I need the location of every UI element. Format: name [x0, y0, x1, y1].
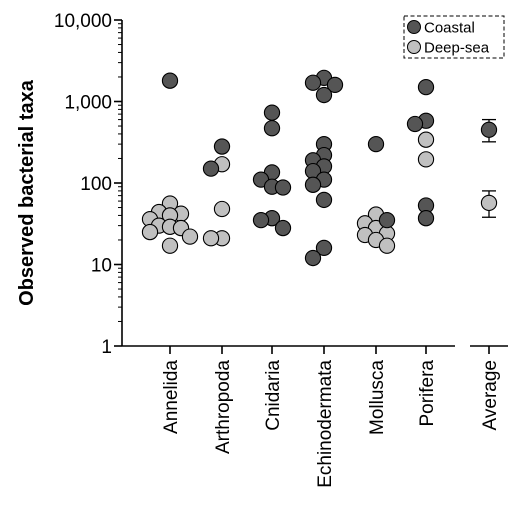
category-label: Annelida	[161, 360, 182, 434]
legend-label-coastal: Coastal	[424, 20, 475, 37]
data-point-deep-sea	[161, 237, 179, 254]
data-point-coastal	[367, 135, 385, 153]
data-point-deep-sea	[202, 230, 220, 247]
data-point-coastal	[417, 78, 435, 96]
legend-label-deep-sea: Deep-sea	[424, 40, 490, 57]
data-point-coastal	[406, 115, 424, 133]
category-label: Arthropoda	[213, 360, 234, 454]
data-points	[141, 69, 435, 267]
average-point-deep-sea	[480, 194, 498, 212]
category-label: Porifera	[417, 360, 438, 427]
y-axis-label: Observed bacterial taxa	[16, 79, 38, 306]
average-point-coastal	[480, 121, 498, 138]
data-point-coastal	[161, 72, 179, 89]
data-point-coastal	[263, 104, 281, 121]
data-point-coastal	[315, 239, 333, 257]
axes: 1 10 100 1,000 10,000 Observed bacterial taxa…	[16, 11, 508, 488]
data-point-coastal	[304, 249, 322, 267]
data-point-deep-sea	[417, 151, 435, 168]
data-point-coastal	[378, 212, 396, 229]
legend-marker-deep-sea	[407, 40, 421, 54]
y-tick-label: 1	[101, 337, 112, 358]
y-tick-label: 10	[91, 256, 112, 277]
data-point-coastal	[263, 120, 281, 137]
data-point-deep-sea	[378, 237, 396, 254]
data-point-coastal	[274, 219, 292, 237]
data-point-deep-sea	[213, 200, 231, 218]
data-point-coastal	[213, 138, 231, 155]
data-point-coastal	[304, 176, 322, 193]
category-label: Echinodermata	[315, 360, 336, 488]
data-point-coastal	[274, 179, 292, 196]
average-markers	[480, 118, 498, 218]
y-tick-label: 1,000	[64, 93, 112, 114]
data-point-deep-sea	[141, 223, 159, 241]
data-point-coastal	[315, 86, 333, 104]
category-label: Mollusca	[367, 360, 388, 435]
y-tick-label: 10,000	[54, 11, 112, 32]
data-point-coastal	[315, 191, 333, 209]
data-point-coastal	[202, 160, 220, 177]
legend-marker-coastal	[407, 20, 421, 34]
data-point-coastal	[252, 212, 270, 229]
data-point-coastal	[417, 210, 435, 227]
data-point-deep-sea	[181, 228, 199, 245]
average-label: Average	[480, 360, 501, 430]
legend-box	[403, 15, 505, 59]
category-label: Cnidaria	[263, 360, 284, 431]
data-point-coastal	[326, 76, 344, 94]
y-tick-label: 100	[80, 174, 112, 195]
legend: Coastal Deep-sea	[403, 15, 505, 59]
data-point-deep-sea	[417, 131, 435, 148]
data-point-coastal	[304, 74, 322, 91]
